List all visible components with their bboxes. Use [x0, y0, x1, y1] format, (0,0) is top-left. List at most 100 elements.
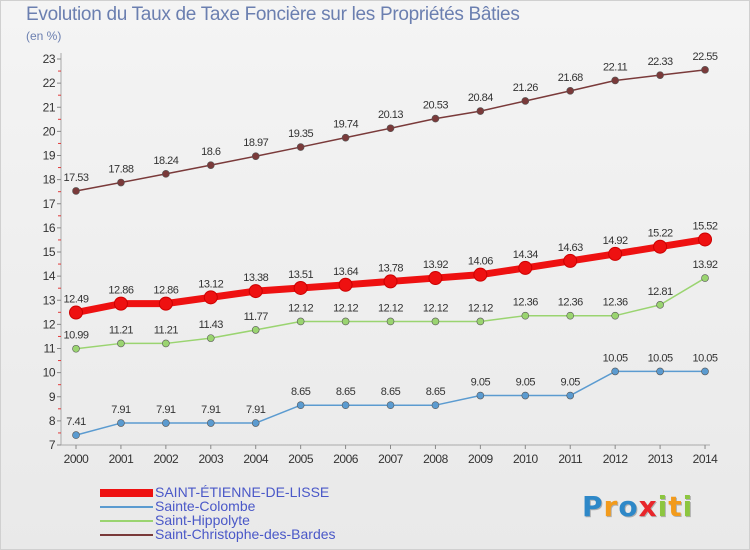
- data-point: [431, 401, 440, 409]
- logo-letter: x: [638, 490, 658, 523]
- data-point: [521, 391, 530, 400]
- data-point: [563, 253, 578, 268]
- data-point: [518, 260, 533, 275]
- data-point: [117, 178, 125, 187]
- data-label: 10.05: [693, 352, 718, 364]
- data-label: 10.05: [603, 352, 628, 364]
- data-label: 7.91: [111, 404, 131, 416]
- data-label: 13.92: [423, 259, 448, 271]
- data-label: 12.12: [288, 302, 313, 314]
- proxiti-logo: Proxiti: [582, 490, 693, 523]
- data-point: [386, 317, 395, 326]
- x-tick-label: 2010: [513, 452, 539, 466]
- data-point: [428, 271, 443, 286]
- data-point: [698, 232, 713, 247]
- x-tick-label: 2004: [243, 452, 269, 466]
- x-tick-label: 2006: [333, 452, 359, 466]
- data-point: [701, 367, 709, 376]
- data-label: 19.74: [333, 119, 358, 131]
- data-label: 18.97: [243, 137, 268, 149]
- logo-letter: r: [603, 490, 619, 523]
- data-label: 17.53: [63, 172, 88, 184]
- y-tick-label: 23: [43, 52, 56, 66]
- data-label: 14.06: [468, 256, 493, 268]
- data-point: [296, 143, 305, 151]
- data-point: [611, 367, 619, 376]
- data-point: [386, 401, 395, 409]
- data-label: 8.65: [426, 386, 446, 398]
- data-label: 12.12: [378, 302, 403, 314]
- y-tick-label: 20: [43, 124, 56, 138]
- data-point: [72, 344, 80, 353]
- x-tick-label: 2009: [468, 452, 494, 466]
- logo-letter: t: [668, 490, 683, 523]
- data-label: 20.53: [423, 100, 448, 112]
- chart-title: Evolution du Taux de Taxe Foncière sur l…: [26, 4, 520, 25]
- data-label: 8.65: [381, 386, 401, 398]
- y-tick-label: 18: [43, 173, 56, 187]
- data-point: [431, 114, 440, 123]
- data-label: 15.22: [648, 228, 673, 240]
- data-point: [383, 274, 398, 289]
- data-label: 8.65: [336, 386, 356, 398]
- data-label: 21.26: [513, 82, 538, 94]
- data-point: [296, 401, 305, 409]
- data-label: 22.33: [648, 56, 673, 68]
- data-label: 11.43: [199, 319, 224, 331]
- x-tick-label: 2012: [603, 452, 629, 466]
- data-point: [656, 301, 664, 309]
- data-point: [206, 161, 215, 169]
- data-point: [72, 187, 80, 195]
- x-tick-label: 2014: [693, 452, 719, 466]
- data-point: [476, 317, 485, 326]
- data-label: 12.12: [423, 302, 448, 314]
- data-point: [656, 71, 664, 79]
- data-point: [431, 317, 440, 326]
- data-label: 20.13: [378, 109, 403, 121]
- data-label: 22.55: [693, 51, 718, 63]
- data-label: 11.21: [154, 324, 179, 336]
- data-point: [251, 152, 260, 161]
- data-point: [206, 419, 215, 427]
- data-point: [117, 419, 125, 427]
- data-label: 14.92: [603, 235, 628, 247]
- legend-swatch: [100, 506, 153, 508]
- data-point: [608, 246, 623, 261]
- data-point: [69, 305, 83, 320]
- data-label: 12.36: [603, 297, 628, 309]
- y-tick-label: 9: [49, 390, 56, 404]
- x-tick-label: 2005: [288, 452, 314, 466]
- data-label: 7.91: [246, 404, 266, 416]
- data-label: 12.12: [333, 302, 358, 314]
- data-point: [566, 391, 575, 400]
- data-label: 11.21: [109, 324, 134, 336]
- data-label: 20.84: [468, 92, 493, 104]
- y-tick-label: 16: [43, 221, 56, 235]
- y-tick-label: 14: [43, 269, 56, 283]
- legend-label: Sainte-Colombe: [155, 498, 256, 514]
- data-point: [341, 133, 350, 142]
- y-tick-label: 21: [43, 100, 56, 114]
- logo-letter: i: [657, 490, 669, 523]
- data-label: 15.52: [693, 220, 718, 232]
- data-point: [566, 311, 575, 320]
- data-label: 13.64: [333, 266, 358, 278]
- data-point: [476, 107, 485, 115]
- data-label: 12.81: [648, 286, 673, 298]
- y-tick-label: 10: [43, 366, 56, 380]
- legend-label: SAINT-ÉTIENNE-DE-LISSE: [155, 484, 330, 500]
- data-label: 22.11: [603, 61, 628, 73]
- data-label: 8.65: [291, 386, 311, 398]
- data-label: 12.86: [153, 285, 178, 297]
- data-label: 7.91: [156, 404, 176, 416]
- data-label: 10.99: [63, 330, 88, 342]
- data-label: 12.12: [468, 302, 493, 314]
- data-point: [162, 339, 170, 348]
- x-tick-label: 2000: [64, 452, 90, 466]
- data-label: 7.91: [201, 404, 221, 416]
- data-point: [162, 419, 170, 427]
- data-point: [206, 334, 215, 342]
- x-tick-label: 2008: [423, 452, 449, 466]
- data-point: [341, 317, 350, 326]
